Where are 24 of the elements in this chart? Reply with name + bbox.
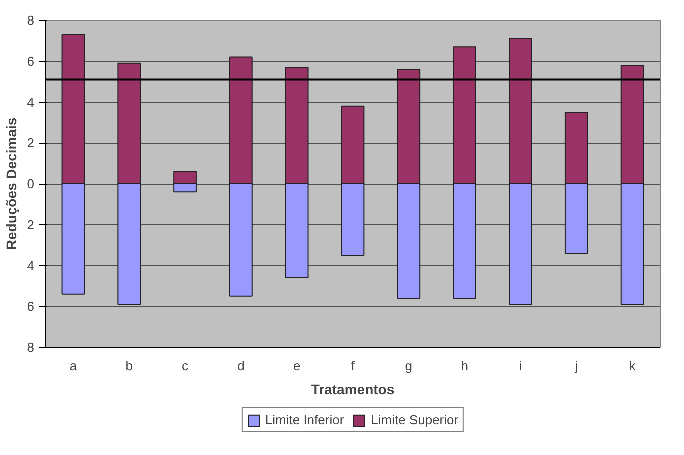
x-tick-label: k: [629, 358, 636, 374]
x-tick-label: c: [182, 358, 190, 374]
x-tick-label: d: [238, 358, 245, 374]
x-tick-label: g: [405, 358, 413, 374]
y-tick-label: 2: [27, 217, 35, 232]
y-tick-label: 0: [27, 176, 35, 192]
legend-label: Limite Superior: [371, 412, 459, 428]
y-tick-label: 8: [27, 340, 35, 355]
legend-label: Limite Inferior: [265, 412, 344, 428]
x-tick-label: j: [574, 358, 578, 374]
x-tick-label: h: [461, 358, 468, 374]
x-tick-label: a: [70, 358, 78, 374]
x-axis-title: Tratamentos: [311, 382, 395, 398]
y-tick-label: 4: [27, 94, 35, 110]
y-tick-label: 2: [27, 136, 35, 151]
x-tick-label: e: [293, 358, 301, 374]
x-tick-label: i: [519, 358, 522, 374]
y-tick-label: 4: [27, 258, 35, 274]
y-axis-title: Reduções Decimais: [3, 118, 20, 250]
x-tick-label: f: [351, 358, 356, 374]
y-tick-label: 6: [27, 54, 35, 69]
y-tick-label: 6: [27, 299, 35, 314]
y-tick-label: 8: [27, 13, 35, 28]
x-tick-label: b: [126, 358, 133, 374]
